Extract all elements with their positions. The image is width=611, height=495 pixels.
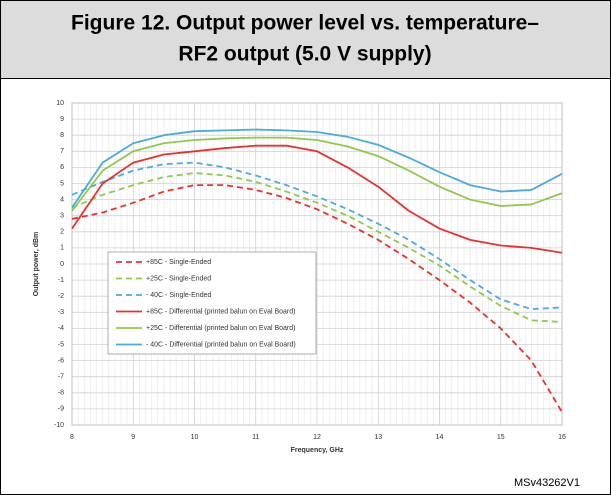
y-tick-label: 3	[60, 213, 64, 220]
y-tick-label: 8	[60, 132, 64, 139]
legend-label: +85C - Single-Ended	[146, 259, 211, 266]
header	[0, 0, 611, 79]
series-line	[71, 136, 563, 212]
y-tick-label: -8	[58, 390, 64, 397]
y-tick-label: -10	[54, 422, 64, 429]
y-tick-label: 10	[56, 100, 64, 107]
y-tick-label: 0	[60, 261, 64, 268]
y-tick-label: 4	[60, 196, 64, 203]
y-tick-label: 7	[60, 148, 64, 155]
y-tick-label: -6	[58, 357, 64, 364]
x-tick-label: 10	[191, 434, 199, 441]
x-tick-label: 16	[558, 434, 566, 441]
series-line	[71, 128, 563, 209]
y-tick-label: -9	[58, 406, 64, 413]
series-line	[71, 172, 563, 323]
x-tick-label: 9	[131, 434, 135, 441]
y-tick-label: 2	[60, 229, 64, 236]
x-tick-label: 8	[70, 434, 74, 441]
y-tick-label: -7	[58, 374, 64, 381]
x-tick-label: 13	[374, 434, 382, 441]
y-axis-label: Output power, dBm	[33, 232, 40, 297]
y-tick-label: 5	[60, 180, 64, 187]
y-tick-label: 6	[60, 164, 64, 171]
x-tick-label: 14	[436, 434, 444, 441]
series-line	[71, 144, 563, 254]
x-tick-label: 12	[313, 434, 321, 441]
y-tick-label: -5	[58, 341, 64, 348]
y-tick-label: -2	[58, 293, 64, 300]
y-tick-label: -4	[58, 325, 64, 332]
legend-label: - 40C - Single-Ended	[146, 292, 211, 299]
plot-border	[71, 102, 563, 426]
footer-id: MSv43262V1	[514, 477, 580, 489]
y-tick-label: -3	[58, 309, 64, 316]
y-tick-label: 1	[60, 245, 64, 252]
x-axis-label: Frequency, GHz	[291, 447, 344, 454]
y-tick-label: 9	[60, 116, 64, 123]
series-line	[71, 161, 563, 310]
series-line	[71, 184, 563, 413]
title-line: RF2 output (5.0 V supply)	[178, 43, 431, 66]
legend-box	[107, 251, 317, 355]
x-tick-label: 11	[252, 434, 259, 441]
legend-label: +25C - Single-Ended	[146, 275, 211, 282]
legend-label: +85C - Differential (printed balun on Ev…	[146, 308, 295, 315]
y-tick-label: -1	[58, 277, 64, 284]
x-tick-label: 15	[497, 434, 505, 441]
title-line: Figure 12. Output power level vs. temper…	[71, 12, 539, 35]
legend-label: +25C - Differential (printed balun on Ev…	[146, 325, 295, 332]
legend-label: - 40C - Differential (printed balun on E…	[146, 341, 296, 348]
